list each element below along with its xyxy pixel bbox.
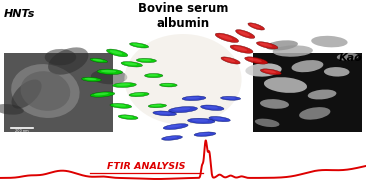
Ellipse shape (221, 57, 240, 64)
Ellipse shape (238, 31, 250, 36)
Ellipse shape (110, 50, 122, 55)
Ellipse shape (182, 96, 206, 101)
Ellipse shape (219, 35, 232, 40)
Ellipse shape (124, 62, 137, 65)
Ellipse shape (93, 59, 103, 61)
Ellipse shape (162, 136, 182, 140)
Ellipse shape (121, 115, 133, 118)
Ellipse shape (167, 125, 182, 128)
Ellipse shape (165, 136, 177, 139)
Ellipse shape (299, 107, 330, 120)
Ellipse shape (162, 84, 173, 86)
Ellipse shape (188, 118, 215, 124)
Ellipse shape (266, 40, 298, 50)
Ellipse shape (107, 49, 128, 57)
Ellipse shape (224, 97, 236, 99)
Ellipse shape (337, 53, 359, 60)
Ellipse shape (132, 93, 144, 95)
Ellipse shape (11, 80, 42, 109)
Ellipse shape (273, 45, 313, 57)
Ellipse shape (147, 74, 158, 76)
Ellipse shape (163, 124, 188, 129)
Ellipse shape (90, 92, 115, 97)
Ellipse shape (264, 77, 307, 93)
Ellipse shape (97, 69, 123, 74)
Ellipse shape (156, 112, 171, 114)
Text: FTIR ANALYSIS: FTIR ANALYSIS (107, 162, 186, 171)
Bar (4, 53, 113, 132)
Text: HNTs: HNTs (4, 9, 35, 19)
Ellipse shape (221, 96, 240, 100)
Ellipse shape (169, 107, 197, 113)
Ellipse shape (137, 58, 156, 63)
Ellipse shape (160, 83, 177, 87)
Ellipse shape (85, 78, 97, 80)
Text: 200 nm: 200 nm (15, 129, 29, 133)
Ellipse shape (248, 58, 262, 62)
Ellipse shape (245, 57, 268, 64)
Ellipse shape (91, 69, 127, 84)
Ellipse shape (139, 59, 152, 61)
Ellipse shape (121, 62, 142, 67)
Ellipse shape (230, 45, 253, 53)
Ellipse shape (204, 106, 218, 109)
Ellipse shape (264, 70, 276, 73)
Ellipse shape (113, 83, 136, 88)
Ellipse shape (173, 108, 190, 111)
Ellipse shape (260, 99, 289, 109)
Text: Bovine serum
albumin: Bovine serum albumin (138, 2, 228, 30)
Ellipse shape (291, 60, 324, 72)
Ellipse shape (129, 92, 149, 97)
Ellipse shape (248, 23, 265, 30)
Text: Kao: Kao (339, 53, 362, 63)
Ellipse shape (90, 58, 108, 63)
Ellipse shape (212, 117, 225, 120)
Bar (253, 53, 362, 132)
Ellipse shape (151, 105, 162, 106)
Ellipse shape (245, 63, 282, 77)
Ellipse shape (153, 111, 176, 116)
Ellipse shape (234, 46, 247, 51)
Ellipse shape (130, 43, 149, 48)
Ellipse shape (20, 71, 70, 111)
Ellipse shape (0, 104, 24, 115)
Ellipse shape (124, 34, 242, 125)
Ellipse shape (132, 43, 144, 46)
Ellipse shape (257, 42, 278, 49)
Ellipse shape (201, 105, 224, 110)
Ellipse shape (11, 64, 79, 118)
Ellipse shape (82, 77, 101, 82)
Ellipse shape (259, 43, 272, 47)
Ellipse shape (48, 47, 89, 75)
Ellipse shape (215, 33, 239, 43)
Ellipse shape (236, 30, 255, 38)
Ellipse shape (45, 49, 76, 65)
Ellipse shape (110, 103, 132, 108)
Ellipse shape (260, 69, 281, 75)
Ellipse shape (118, 115, 138, 119)
Ellipse shape (101, 70, 116, 73)
Ellipse shape (197, 133, 210, 135)
Ellipse shape (94, 93, 109, 95)
Ellipse shape (116, 83, 130, 86)
Ellipse shape (113, 104, 126, 107)
Ellipse shape (255, 119, 280, 127)
Ellipse shape (209, 116, 230, 122)
Ellipse shape (194, 132, 216, 136)
Ellipse shape (308, 90, 336, 99)
Ellipse shape (186, 97, 200, 99)
Ellipse shape (224, 58, 235, 62)
Ellipse shape (145, 74, 163, 78)
Ellipse shape (250, 24, 260, 28)
Ellipse shape (324, 67, 350, 77)
Ellipse shape (192, 119, 208, 122)
Ellipse shape (148, 104, 167, 108)
Ellipse shape (311, 36, 348, 47)
